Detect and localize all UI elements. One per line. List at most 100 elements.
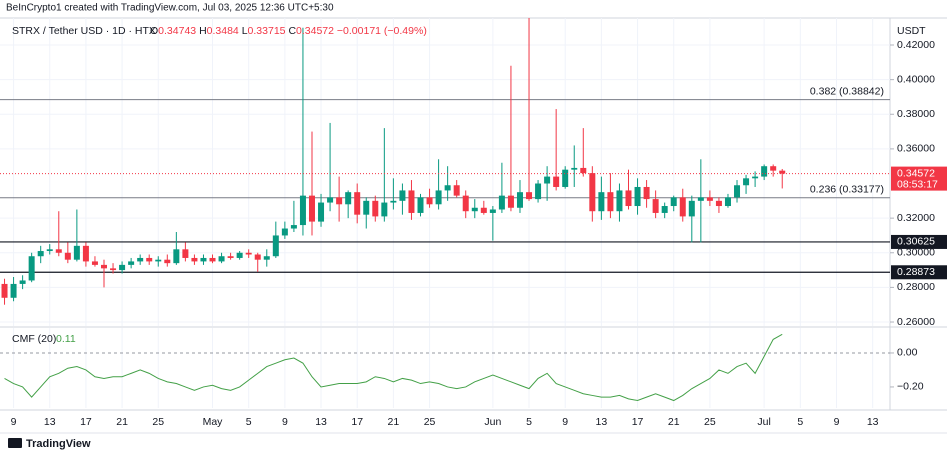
candle-body (10, 283, 17, 298)
ohlc-value: 0.3484 (207, 25, 239, 37)
candle-body (91, 261, 98, 265)
candle-body (679, 197, 686, 217)
candle-body (137, 257, 144, 262)
candle-body (19, 280, 26, 284)
candle-body (245, 252, 252, 255)
y-tick-label: 0.30000 (897, 247, 935, 259)
candle-body (191, 257, 198, 262)
candle-body (100, 264, 107, 269)
candle-body (779, 170, 786, 174)
candle-body (724, 197, 731, 207)
candle-body (444, 185, 451, 191)
change: −0.00171 (−0.49%) (337, 25, 427, 37)
candle-body (290, 225, 297, 229)
x-tick-label: 13 (867, 416, 879, 428)
x-tick-label: 13 (315, 416, 327, 428)
ohlc-value: 0.33715 (248, 25, 286, 37)
x-tick-label: 13 (44, 416, 56, 428)
last-price-label: 0.34572 (897, 167, 935, 179)
x-tick-label: 13 (596, 416, 608, 428)
candle-body (598, 192, 605, 212)
y-tick-label: 0.40000 (897, 73, 935, 85)
x-tick-label: 21 (668, 416, 680, 428)
y-tick-label: −0.20 (897, 381, 924, 393)
candle-body (272, 235, 279, 257)
candle-body (82, 245, 89, 262)
ohlc-value: 0.34572 (296, 25, 334, 37)
candle-body (209, 257, 216, 262)
candle-body (616, 190, 623, 212)
x-tick-label: Jun (484, 416, 501, 428)
candle-body (119, 264, 126, 271)
candle-body (544, 176, 551, 184)
x-tick-label: 25 (424, 416, 436, 428)
indicator-value: 0.11 (56, 333, 76, 345)
candle-body (498, 195, 505, 210)
candle-body (535, 183, 542, 200)
candle-body (761, 166, 768, 177)
x-tick-label: May (203, 416, 224, 428)
ohlc-key: O (150, 25, 158, 37)
candle-body (381, 202, 388, 217)
level-label-box (891, 265, 947, 280)
candle-body (399, 190, 406, 201)
candle-body (426, 197, 433, 205)
x-tick-label: Jul (757, 416, 770, 428)
candle-body (553, 176, 560, 187)
countdown: 08:53:17 (897, 178, 938, 190)
x-tick-label: 9 (282, 416, 288, 428)
y-tick-label: 0.00 (897, 347, 918, 359)
candle-body (715, 200, 722, 207)
candle-body (670, 197, 677, 207)
candle-body (580, 167, 587, 174)
candle-body (408, 190, 415, 213)
candle-body (327, 197, 334, 203)
candle-body (182, 249, 189, 258)
cmf-pane (0, 333, 890, 402)
candle-body (734, 185, 741, 198)
candle-body (462, 195, 469, 212)
candle-body (661, 206, 668, 213)
candle-body (336, 197, 343, 205)
candle-body (372, 200, 379, 217)
x-tick-label: 17 (351, 416, 363, 428)
candle-body (299, 195, 306, 226)
candle-body (173, 249, 180, 264)
level-label-box (891, 234, 947, 249)
candle-body (607, 192, 614, 212)
level-label: 0.28873 (897, 266, 935, 278)
y-tick-label: 0.32000 (897, 212, 935, 224)
candle-body (562, 169, 569, 187)
cmf-line (4, 333, 783, 402)
candle-body (318, 202, 325, 222)
y-tick-label: 0.42000 (897, 39, 935, 51)
candle-body (354, 192, 361, 215)
candle-body (227, 256, 234, 258)
candle-body (1, 283, 8, 298)
candle-body (128, 261, 135, 265)
y-tick-label: 0.36000 (897, 143, 935, 155)
x-tick-label: 17 (632, 416, 644, 428)
ohlc-value: 0.34743 (158, 25, 196, 37)
x-tick-label: 25 (152, 416, 164, 428)
x-tick-label: 5 (797, 416, 803, 428)
x-tick-label: 17 (80, 416, 92, 428)
candle-body (55, 249, 62, 253)
x-tick-label: 5 (246, 416, 252, 428)
grid (0, 18, 890, 408)
candle-body (752, 176, 759, 179)
candle-body (263, 256, 270, 260)
ohlc-legend: O0.34743 H0.3484 L0.33715 C0.34572 −0.00… (150, 25, 427, 37)
axes: 9 13 17 21 25 May 5 9 13 17 21 25 Jun 5 9 13 17 21 25 Jul 5 9… (11, 39, 947, 428)
candle-body (507, 195, 514, 208)
candle-body (254, 254, 261, 260)
x-tick-label: 9 (562, 416, 568, 428)
candle-body (390, 200, 397, 203)
ohlc-key: L (242, 25, 248, 37)
candle-body (110, 268, 117, 271)
candle-body (308, 195, 315, 222)
ohlc-key: C (288, 25, 296, 37)
x-tick-label: 9 (834, 416, 840, 428)
